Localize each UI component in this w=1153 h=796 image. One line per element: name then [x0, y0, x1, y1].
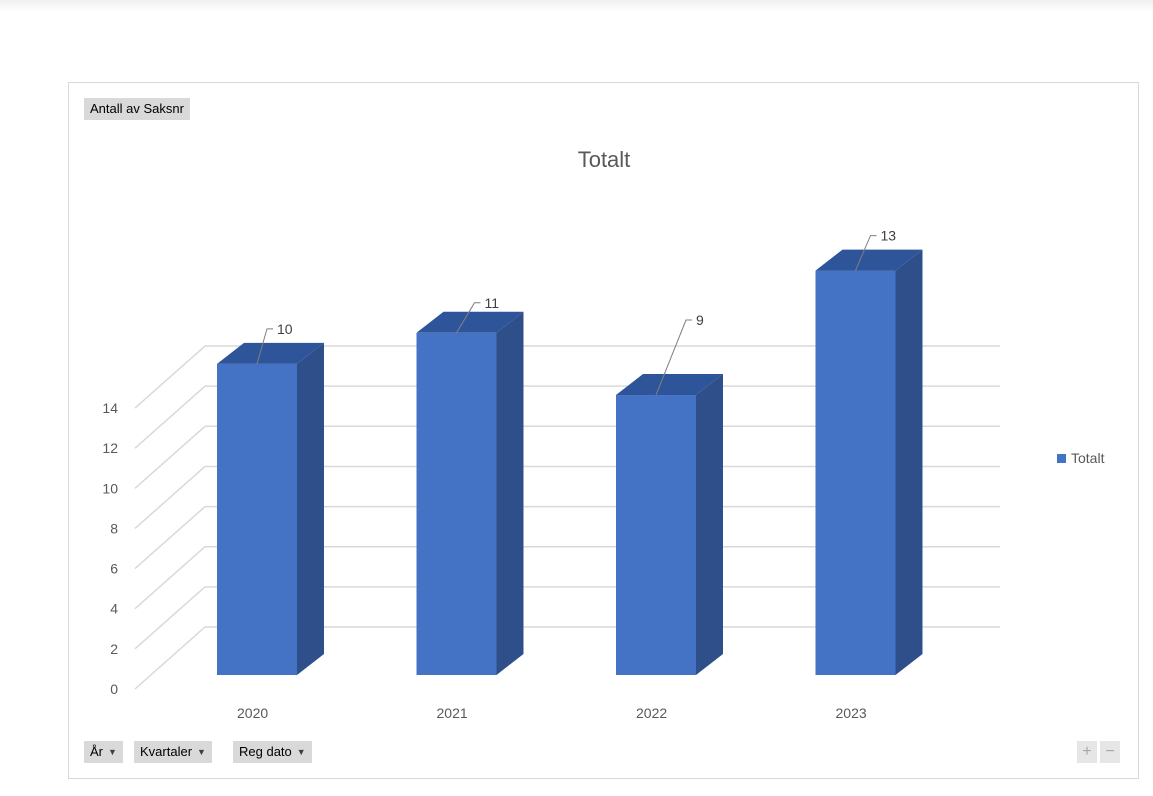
data-label: 9 [696, 312, 704, 328]
bar-2023 [815, 270, 896, 675]
gridline-side [134, 506, 206, 570]
leader-line [456, 302, 481, 334]
bar-2020 [217, 363, 297, 675]
gridline-side [134, 586, 206, 650]
bar-side-2023 [895, 249, 923, 676]
bar-2022 [616, 395, 696, 675]
axis-field-button-year[interactable]: År ▼ [84, 741, 123, 763]
gridline-side [134, 345, 206, 409]
axis-field-label: Reg dato [239, 744, 292, 759]
y-tick-label: 14 [102, 400, 118, 416]
top-strip [0, 0, 1153, 12]
x-tick-label: 2023 [836, 705, 867, 721]
legend-swatch [1057, 453, 1066, 463]
gridline-side [134, 425, 206, 489]
gridline-side [134, 626, 206, 690]
x-tick-label: 2022 [636, 705, 667, 721]
data-label: 11 [485, 295, 500, 311]
dropdown-arrow-icon: ▼ [108, 747, 117, 757]
bar-side-2020 [297, 342, 324, 675]
y-axis-ticks: 0 2 4 6 8 10 12 14 [102, 400, 118, 697]
axis-field-button-quarters[interactable]: Kvartaler ▼ [134, 741, 212, 763]
gridline-side [134, 385, 206, 449]
axis-field-label: År [90, 744, 103, 759]
chart-title: Totalt [578, 147, 631, 172]
axis-field-label: Kvartaler [140, 744, 193, 759]
dropdown-arrow-icon: ▼ [296, 747, 306, 757]
bar-2021 [416, 332, 497, 675]
data-label: 13 [881, 228, 897, 244]
bar-top-2023 [815, 249, 923, 271]
y-tick-label: 2 [110, 641, 118, 657]
x-axis-ticks: 2020 2021 2022 2023 [237, 705, 867, 721]
gridline-side [134, 465, 206, 530]
data-label: 10 [277, 321, 293, 337]
y-tick-label: 8 [110, 520, 118, 536]
x-tick-label: 2021 [437, 705, 468, 721]
y-tick-label: 10 [102, 480, 118, 496]
y-tick-label: 6 [110, 561, 118, 577]
x-tick-label: 2020 [237, 705, 268, 721]
bars [217, 249, 923, 676]
value-field-label: Antall av Saksnr [90, 101, 184, 116]
leader-line [256, 328, 273, 365]
gridline-side [134, 546, 206, 610]
y-tick-label: 0 [110, 681, 118, 697]
legend-label: Totalt [1071, 450, 1105, 466]
expand-field-button[interactable]: + [1077, 741, 1097, 763]
bar-top-2021 [416, 311, 524, 333]
bar-top-2022 [616, 374, 723, 396]
bar-side-2021 [496, 311, 524, 675]
data-labels: 10 11 9 13 [256, 228, 897, 396]
bar-top-2020 [217, 342, 324, 364]
leader-line [655, 319, 692, 396]
axis-field-button-reg-date[interactable]: Reg dato ▼ [233, 741, 312, 763]
y-tick-label: 12 [102, 440, 118, 456]
dropdown-arrow-icon: ▼ [197, 747, 206, 757]
bar-side-2022 [696, 374, 723, 675]
y-tick-label: 4 [110, 601, 118, 617]
value-field-button[interactable]: Antall av Saksnr [84, 98, 190, 120]
leader-line [855, 235, 877, 271]
legend: Totalt [1057, 450, 1104, 466]
collapse-field-button[interactable]: − [1100, 741, 1120, 763]
